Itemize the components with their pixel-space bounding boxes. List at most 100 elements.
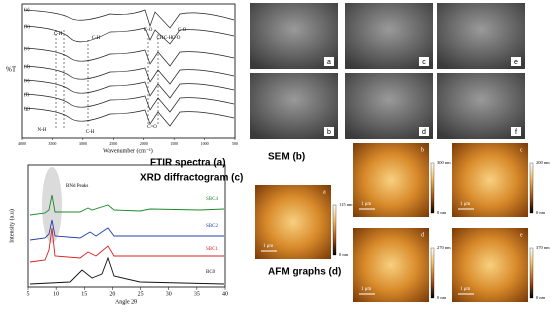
color-min: 0 nm bbox=[536, 295, 546, 300]
sem-label: d bbox=[422, 129, 426, 136]
color-bar bbox=[529, 162, 534, 214]
series-label: (c) bbox=[24, 47, 30, 52]
x-tick-label: 2000 bbox=[140, 141, 148, 146]
ftir-guides bbox=[55, 30, 159, 128]
color-bar bbox=[430, 247, 435, 299]
ftir-frame bbox=[21, 3, 236, 139]
color-min: 0 nm bbox=[536, 210, 546, 215]
sem-image bbox=[250, 3, 338, 69]
sem-image bbox=[250, 73, 338, 139]
peak-label: C-H bbox=[54, 32, 63, 37]
sem-image bbox=[437, 73, 525, 139]
x-tick-label: 40 bbox=[222, 291, 228, 297]
series-label: (d) bbox=[24, 65, 30, 70]
legend-entry: SBC1 bbox=[206, 247, 218, 252]
afm-image bbox=[255, 185, 331, 259]
sem-image bbox=[437, 3, 525, 69]
color-max: 300 nm bbox=[437, 160, 451, 165]
afm-image bbox=[452, 228, 528, 302]
color-min: 0 nm bbox=[339, 252, 349, 257]
color-bar bbox=[430, 162, 435, 214]
peak-label: C-H bbox=[164, 36, 173, 41]
xrd-ylabel: Intensity (a.u) bbox=[8, 209, 15, 243]
peak-label: C-O bbox=[172, 36, 181, 41]
legend-entry: BC0 bbox=[206, 270, 216, 275]
x-tick-label: 10 bbox=[53, 291, 59, 297]
x-tick-label: 500 bbox=[232, 141, 238, 146]
xrd-caption: XRD diffractogram (c) bbox=[140, 173, 243, 184]
color-bar bbox=[332, 204, 337, 256]
scale-label: 1 μm bbox=[460, 287, 470, 292]
sem-label: e bbox=[514, 59, 518, 66]
x-tick-label: 2500 bbox=[109, 141, 117, 146]
x-tick-label: 3500 bbox=[48, 141, 56, 146]
sem-label-box bbox=[324, 127, 334, 136]
scale-label: 1 μm bbox=[460, 202, 470, 207]
scale-label: 1 μm bbox=[263, 244, 273, 249]
sem-image bbox=[345, 73, 433, 139]
xrd-curves bbox=[29, 194, 225, 285]
series-label: (f) bbox=[24, 93, 29, 98]
afm-label: e bbox=[520, 232, 523, 238]
xrd-xlabel: Angle 2θ bbox=[115, 299, 137, 305]
xrd-highlight bbox=[42, 167, 62, 243]
color-max: 115 nm bbox=[339, 202, 353, 207]
sem-image bbox=[345, 3, 433, 69]
peak-label: CH bbox=[157, 36, 164, 41]
afm-label: b bbox=[421, 147, 424, 153]
ftir-curves bbox=[23, 9, 235, 127]
x-tick-label: 25 bbox=[138, 291, 144, 297]
color-max: 370 nm bbox=[536, 245, 550, 250]
x-tick-label: 35 bbox=[194, 291, 200, 297]
sem-caption: SEM (b) bbox=[268, 152, 305, 163]
sem-label-box bbox=[419, 127, 429, 136]
color-min: 0 nm bbox=[437, 210, 447, 215]
series-label: (a) bbox=[24, 8, 30, 13]
sem-label-box bbox=[511, 57, 521, 66]
series-label: (g) bbox=[24, 107, 30, 112]
afm-image bbox=[353, 143, 429, 217]
afm-label: d bbox=[421, 232, 424, 238]
color-max: 200 nm bbox=[536, 160, 550, 165]
x-tick-label: 5 bbox=[27, 291, 30, 297]
ftir-xlabel: Wavenumber (cm⁻¹) bbox=[103, 147, 153, 154]
series-label: (b) bbox=[24, 25, 30, 30]
afm-label: a bbox=[323, 189, 326, 195]
x-tick-label: 1000 bbox=[201, 141, 209, 146]
scale-label: 1 μm bbox=[361, 202, 371, 207]
xrd-annotation: BNd Peaks bbox=[66, 184, 88, 189]
xrd-frame bbox=[27, 164, 226, 288]
x-tick-label: 4000 bbox=[18, 141, 26, 146]
color-bar bbox=[529, 247, 534, 299]
peak-label: C-H bbox=[92, 36, 101, 41]
sem-label: c bbox=[422, 59, 426, 66]
sem-label-box bbox=[511, 127, 521, 136]
color-min: 0 nm bbox=[437, 295, 447, 300]
legend-entry: SBC4 bbox=[206, 197, 218, 202]
peak-label: C=O bbox=[147, 125, 157, 130]
peak-label: C-H bbox=[86, 130, 95, 135]
afm-caption: AFM graphs (d) bbox=[268, 267, 341, 278]
afm-image bbox=[452, 143, 528, 217]
peak-label: N-H bbox=[38, 128, 47, 133]
peak-label: C-O bbox=[178, 28, 187, 33]
ftir-ylabel: %T bbox=[6, 66, 17, 74]
sem-label-box bbox=[419, 57, 429, 66]
afm-image bbox=[353, 228, 429, 302]
sem-label: f bbox=[515, 129, 517, 136]
x-tick-label: 1500 bbox=[170, 141, 178, 146]
scale-label: 1 μm bbox=[361, 287, 371, 292]
x-tick-label: 15 bbox=[81, 291, 87, 297]
afm-label: c bbox=[520, 147, 523, 153]
x-tick-label: 3000 bbox=[79, 141, 87, 146]
sem-label: a bbox=[327, 59, 331, 66]
sem-label-box bbox=[324, 57, 334, 66]
x-tick-label: 20 bbox=[109, 291, 115, 297]
series-label: (e) bbox=[24, 79, 30, 84]
peak-label: C-O bbox=[144, 28, 153, 33]
color-max: 270 nm bbox=[437, 245, 451, 250]
legend-entry: SBC2 bbox=[206, 224, 218, 229]
ftir-caption: FTIR spectra (a) bbox=[150, 158, 226, 169]
